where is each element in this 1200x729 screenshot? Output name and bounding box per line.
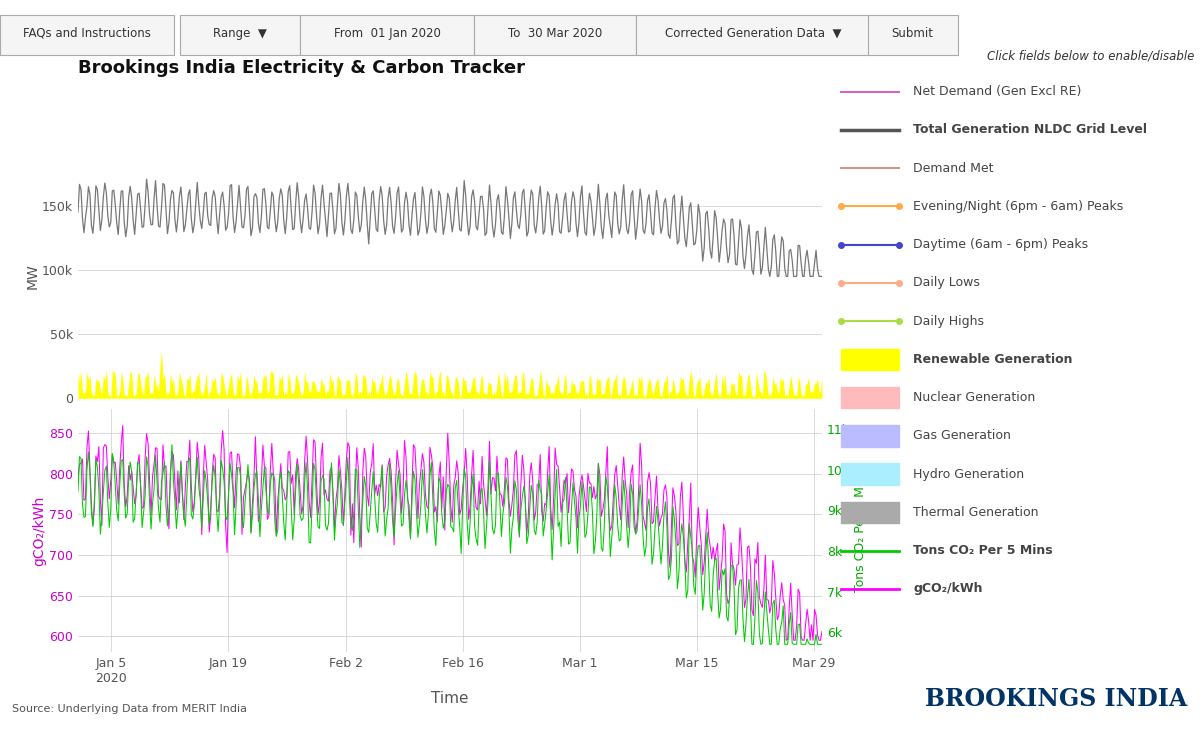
Text: Gas Generation: Gas Generation — [913, 429, 1012, 443]
Y-axis label: Tons CO₂ Per 5 Mins: Tons CO₂ Per 5 Mins — [854, 469, 868, 593]
Text: Submit: Submit — [892, 27, 934, 39]
Text: Nuclear Generation: Nuclear Generation — [913, 391, 1036, 404]
Y-axis label: MW: MW — [25, 263, 40, 289]
Bar — [841, 502, 899, 523]
Text: gCO₂/kWh: gCO₂/kWh — [913, 582, 983, 596]
Bar — [841, 464, 899, 485]
Text: FAQs and Instructions: FAQs and Instructions — [23, 27, 151, 39]
Text: Daytime (6am - 6pm) Peaks: Daytime (6am - 6pm) Peaks — [913, 238, 1088, 251]
Text: Total Generation NLDC Grid Level: Total Generation NLDC Grid Level — [913, 123, 1147, 136]
Bar — [841, 387, 899, 408]
Text: Thermal Generation: Thermal Generation — [913, 506, 1039, 519]
Text: Hydro Generation: Hydro Generation — [913, 467, 1025, 480]
Text: Demand Met: Demand Met — [913, 162, 994, 174]
Text: BROOKINGS INDIA: BROOKINGS INDIA — [925, 687, 1187, 711]
Text: Renewable Generation: Renewable Generation — [913, 353, 1073, 366]
Bar — [841, 348, 899, 370]
Text: Range  ▼: Range ▼ — [214, 27, 266, 39]
Text: Daily Lows: Daily Lows — [913, 276, 980, 289]
Text: To  30 Mar 2020: To 30 Mar 2020 — [508, 27, 602, 39]
Text: Click fields below to enable/disable: Click fields below to enable/disable — [986, 50, 1194, 63]
Text: Daily Highs: Daily Highs — [913, 315, 984, 327]
X-axis label: Time: Time — [431, 691, 469, 706]
Y-axis label: gCO₂/kWh: gCO₂/kWh — [32, 496, 47, 566]
Bar — [841, 425, 899, 447]
Text: Corrected Generation Data  ▼: Corrected Generation Data ▼ — [665, 27, 841, 39]
Text: Evening/Night (6pm - 6am) Peaks: Evening/Night (6pm - 6am) Peaks — [913, 200, 1123, 213]
Text: Brookings India Electricity & Carbon Tracker: Brookings India Electricity & Carbon Tra… — [78, 58, 526, 77]
Text: Source: Underlying Data from MERIT India: Source: Underlying Data from MERIT India — [12, 704, 247, 714]
Text: Net Demand (Gen Excl RE): Net Demand (Gen Excl RE) — [913, 85, 1081, 98]
Text: Tons CO₂ Per 5 Mins: Tons CO₂ Per 5 Mins — [913, 544, 1052, 557]
Text: From  01 Jan 2020: From 01 Jan 2020 — [334, 27, 440, 39]
